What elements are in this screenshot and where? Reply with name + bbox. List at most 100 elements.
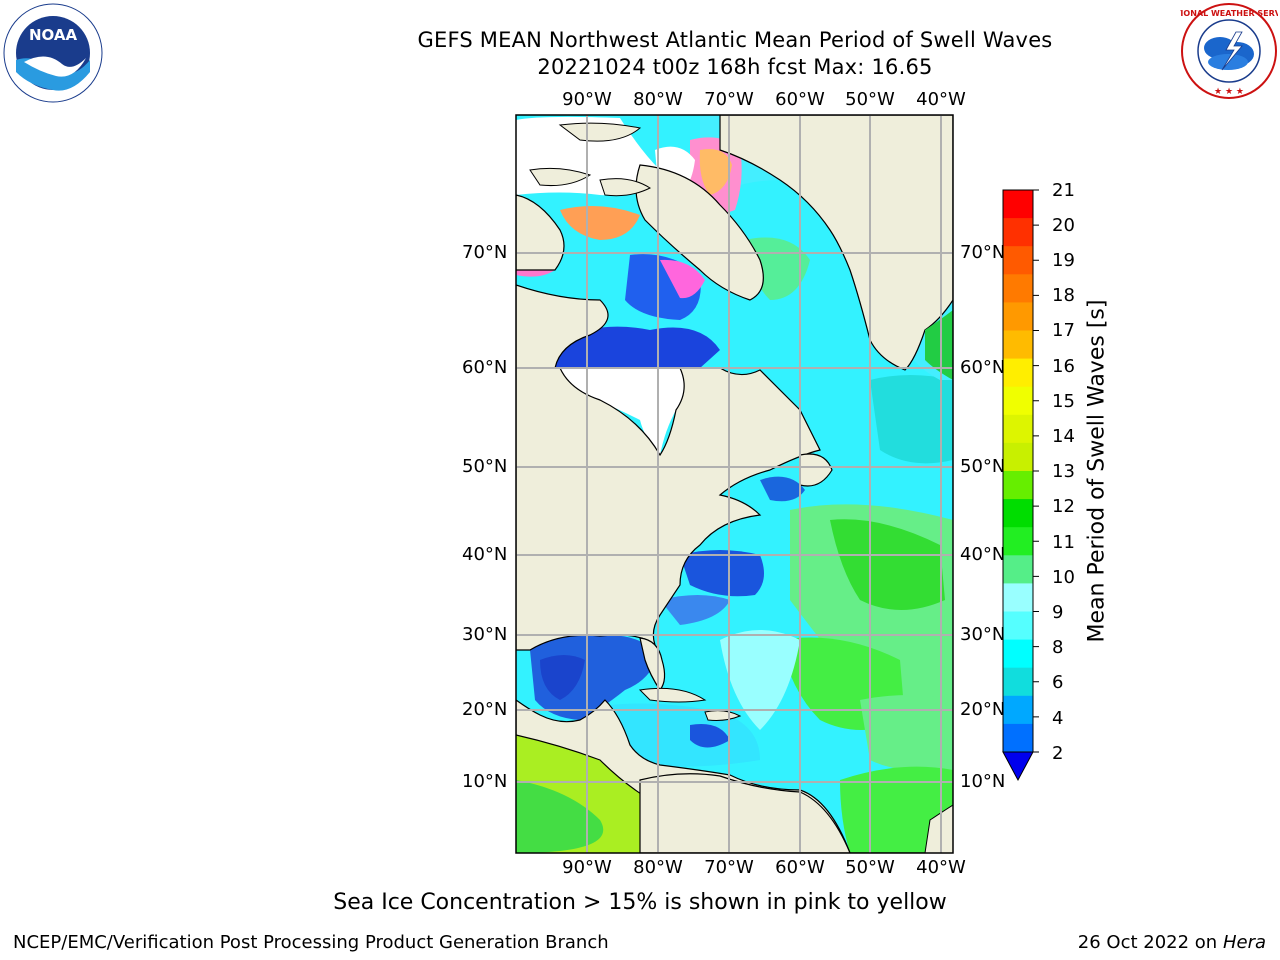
shelf-blue-nova-scotia	[760, 476, 805, 502]
colorbar-segment	[1003, 667, 1033, 697]
map-area	[516, 115, 953, 853]
land-north-america	[516, 194, 953, 853]
shelf-blue-carolina	[660, 595, 730, 625]
lon-label-bottom-90w: 90°W	[562, 857, 612, 878]
colorbar-segment	[1003, 555, 1033, 584]
footer-host: Hera	[1222, 932, 1266, 953]
swell-patch-green-5	[840, 766, 953, 853]
colorbar-under-extension	[1002, 751, 1034, 782]
lat-label-right-40n: 40°N	[960, 544, 1006, 565]
colorbar-segment	[1003, 695, 1033, 725]
lat-label-left-30n: 30°N	[462, 624, 508, 645]
plot-title: GEFS MEAN Northwest Atlantic Mean Period…	[417, 28, 1053, 52]
footer-producer: NCEP/EMC/Verification Post Processing Pr…	[13, 932, 609, 953]
colorbar-segment	[1003, 190, 1033, 219]
lon-label-bottom-80w: 80°W	[633, 857, 683, 878]
sea-ice-arctic-archipelago	[560, 206, 640, 240]
lat-label-left-20n: 20°N	[462, 699, 508, 720]
colorbar-segment	[1003, 527, 1033, 556]
land-south-america	[639, 773, 851, 853]
shelf-blue-us-east	[680, 550, 764, 597]
plot-subtitle: 20221024 t00z 168h fcst Max: 16.65	[537, 55, 933, 79]
land-greenland	[719, 115, 953, 371]
footer-date: 26 Oct 2022 on Hera	[1078, 932, 1266, 953]
colorbar-segment	[1003, 358, 1033, 388]
hudson-bay-blank	[560, 368, 685, 455]
colorbar-tick-11: 11	[1052, 532, 1075, 553]
colorbar-tick-15: 15	[1052, 391, 1075, 412]
swell-patch-teal-1	[870, 375, 953, 464]
swell-patch-green-2	[830, 519, 945, 610]
colorbar-tick-18: 18	[1052, 285, 1075, 306]
colorbar-segment	[1003, 386, 1033, 416]
colorbar-tick-14: 14	[1052, 426, 1075, 447]
land-africa	[924, 804, 953, 853]
colorbar	[1002, 189, 1039, 782]
colorbar-tick-8: 8	[1052, 637, 1064, 658]
lat-label-left-60n: 60°N	[462, 357, 508, 378]
colorbar-segment	[1003, 218, 1033, 247]
lon-label-top-90w: 90°W	[562, 89, 612, 110]
sea-ice-note: Sea Ice Concentration > 15% is shown in …	[333, 890, 947, 915]
lon-label-bottom-60w: 60°W	[775, 857, 825, 878]
colorbar-segment	[1003, 246, 1033, 275]
lon-label-top-80w: 80°W	[633, 89, 683, 110]
lat-label-right-70n: 70°N	[960, 242, 1006, 263]
lat-label-right-30n: 30°N	[960, 624, 1006, 645]
lat-label-left-70n: 70°N	[462, 242, 508, 263]
colorbar-tick-4: 4	[1052, 708, 1064, 729]
swell-patch-green-4	[860, 695, 953, 772]
lat-label-right-20n: 20°N	[960, 699, 1006, 720]
colorbar-tick-10: 10	[1052, 567, 1075, 588]
colorbar-segment	[1003, 471, 1033, 500]
lat-label-left-50n: 50°N	[462, 456, 508, 477]
lon-label-top-50w: 50°W	[845, 89, 895, 110]
lon-label-top-70w: 70°W	[704, 89, 754, 110]
lat-label-right-50n: 50°N	[960, 456, 1006, 477]
nws-logo: NATIONAL WEATHER SERVICE ★ ★ ★	[1180, 3, 1278, 99]
lon-label-top-40w: 40°W	[916, 89, 966, 110]
colorbar-segment	[1003, 723, 1033, 753]
colorbar-segment	[1003, 499, 1033, 528]
colorbar-title: Mean Period of Swell Waves [s]	[1084, 299, 1110, 643]
colorbar-tick-20: 20	[1052, 215, 1075, 236]
nws-logo-text: NATIONAL WEATHER SERVICE	[1180, 9, 1278, 18]
lat-label-right-10n: 10°N	[960, 771, 1006, 792]
colorbar-tick-16: 16	[1052, 356, 1075, 377]
noaa-logo: NOAA	[3, 3, 103, 103]
colorbar-segment	[1003, 302, 1033, 331]
footer-date-text: 26 Oct 2022 on	[1077, 932, 1223, 953]
colorbar-tick-21: 21	[1052, 180, 1075, 201]
colorbar-segment	[1003, 330, 1033, 360]
lat-label-left-10n: 10°N	[462, 771, 508, 792]
land-cuba	[638, 687, 707, 703]
map-frame	[515, 114, 954, 854]
colorbar-tick-13: 13	[1052, 461, 1075, 482]
colorbar-tick-19: 19	[1052, 250, 1075, 271]
colorbar-tick-9: 9	[1052, 602, 1064, 623]
lon-label-bottom-70w: 70°W	[704, 857, 754, 878]
colorbar-segment	[1003, 611, 1033, 641]
land-newfoundland	[799, 453, 833, 487]
lon-label-bottom-50w: 50°W	[845, 857, 895, 878]
lat-label-left-40n: 40°N	[462, 544, 508, 565]
colorbar-segment	[1003, 414, 1033, 444]
colorbar-tick-6: 6	[1052, 672, 1064, 693]
lon-label-bottom-40w: 40°W	[916, 857, 966, 878]
colorbar-segment	[1003, 583, 1033, 612]
colorbar-tick-17: 17	[1052, 320, 1075, 341]
colorbar-tick-2: 2	[1052, 743, 1064, 764]
lat-label-right-60n: 60°N	[960, 357, 1006, 378]
colorbar-segment	[1003, 639, 1033, 669]
colorbar-segment	[1003, 442, 1033, 472]
svg-text:★ ★ ★: ★ ★ ★	[1214, 87, 1244, 97]
land-baffin-island	[635, 164, 764, 301]
graticule	[516, 115, 953, 853]
swell-patch-light-1	[720, 630, 800, 730]
colorbar-tick-12: 12	[1052, 496, 1075, 517]
colorbar-segment	[1003, 274, 1033, 303]
lon-label-top-60w: 60°W	[775, 89, 825, 110]
noaa-logo-text: NOAA	[29, 26, 78, 44]
hudson-bay-wave-field	[555, 326, 720, 368]
